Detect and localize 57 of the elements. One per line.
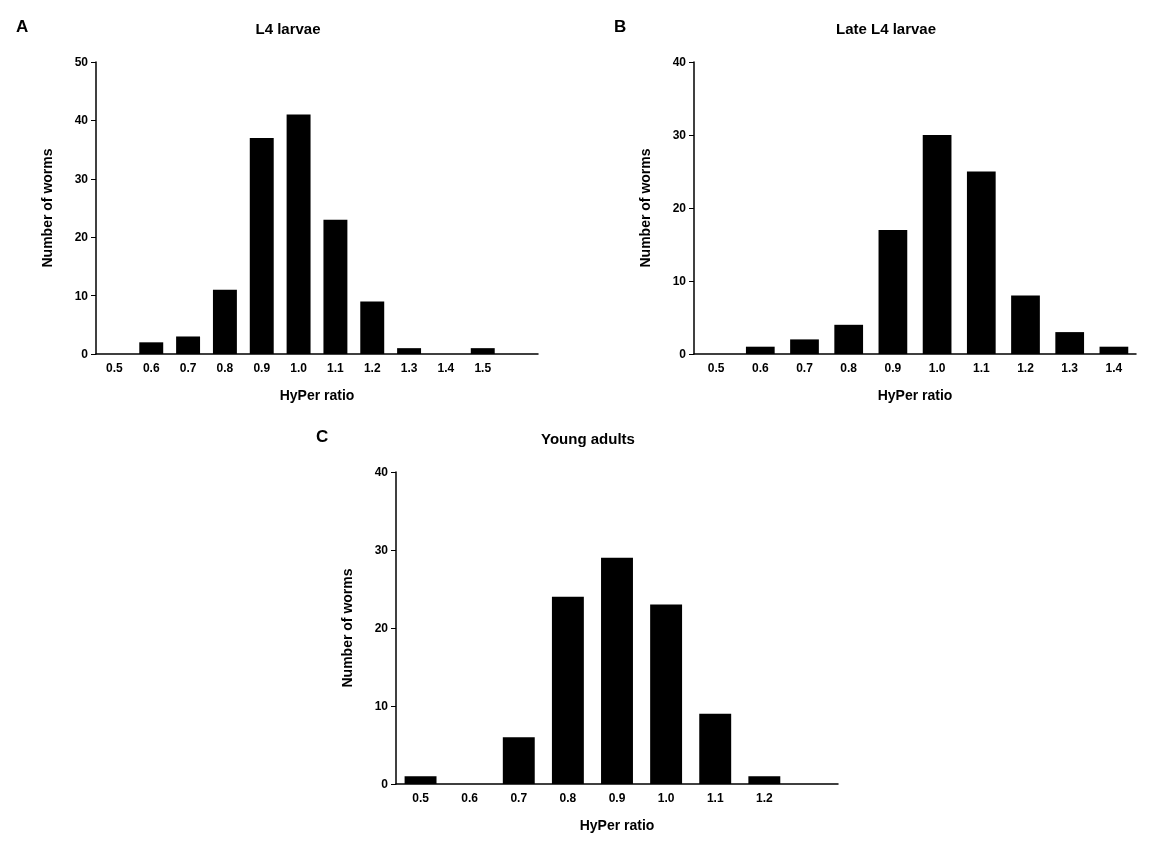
text: A (16, 17, 29, 36)
x-tick-label: 1.0 (290, 361, 308, 375)
x-tick-label: 1.3 (1061, 361, 1079, 375)
x-tick-label: 0.7 (796, 361, 814, 375)
x-tick-label: 0.7 (510, 791, 528, 805)
chart-title: L4 larvae (255, 20, 321, 37)
y-tick-label: 0 (679, 347, 687, 361)
text: B (614, 17, 627, 36)
x-tick-label: 0.6 (751, 361, 769, 375)
x-tick-label: 1.1 (327, 361, 345, 375)
x-tick-label: 0.5 (707, 361, 725, 375)
chart-title: Young adults (541, 430, 635, 447)
y-tick-label: 0 (81, 347, 89, 361)
x-tick-label: 1.5 (474, 361, 492, 375)
x-tick-label: 1.4 (437, 361, 455, 375)
y-tick-label: 40 (374, 465, 389, 479)
y-axis-title: Number of worms (39, 148, 55, 268)
x-tick-label: 1.3 (400, 361, 418, 375)
y-tick-label: 20 (374, 621, 389, 635)
x-tick-label: 1.0 (928, 361, 946, 375)
text: C (316, 427, 329, 446)
x-tick-label: 1.1 (972, 361, 990, 375)
y-tick-label: 20 (74, 230, 89, 245)
y-tick-label: 40 (74, 113, 89, 128)
chart-title: Late L4 larvae (835, 20, 937, 37)
x-tick-label: 0.6 (461, 791, 479, 805)
y-tick-label: 10 (374, 699, 389, 713)
y-tick-label: 10 (672, 274, 687, 288)
y-axis-title: Number of worms (339, 568, 355, 688)
x-tick-label: 0.5 (412, 791, 430, 805)
y-tick-label: 0 (381, 777, 389, 791)
x-tick-label: 0.5 (106, 361, 124, 375)
x-tick-label: 0.8 (559, 791, 577, 805)
x-tick-label: 1.2 (1017, 361, 1035, 375)
x-axis-title: HyPer ratio (279, 387, 355, 403)
y-tick-label: 40 (672, 55, 687, 69)
y-axis-title: Number of worms (637, 148, 653, 268)
x-tick-label: 1.0 (657, 791, 675, 805)
x-tick-label: 0.9 (253, 361, 271, 375)
x-tick-label: 0.8 (216, 361, 234, 375)
x-tick-label: 0.7 (179, 361, 197, 375)
x-tick-label: 0.9 (884, 361, 902, 375)
y-tick-label: 50 (74, 55, 89, 69)
y-tick-label: 30 (74, 171, 89, 186)
y-tick-label: 10 (74, 288, 89, 303)
x-tick-label: 1.2 (755, 791, 773, 805)
x-tick-label: 0.8 (840, 361, 858, 375)
x-tick-label: 0.9 (608, 791, 626, 805)
y-tick-label: 30 (672, 128, 687, 142)
x-tick-label: 1.4 (1105, 361, 1123, 375)
x-tick-label: 1.1 (706, 791, 724, 805)
x-tick-label: 1.2 (363, 361, 381, 375)
y-tick-label: 20 (672, 201, 687, 215)
x-axis-title: HyPer ratio (579, 817, 655, 833)
y-tick-label: 30 (374, 543, 389, 557)
x-axis-title: HyPer ratio (877, 387, 953, 403)
x-tick-label: 0.6 (142, 361, 160, 375)
